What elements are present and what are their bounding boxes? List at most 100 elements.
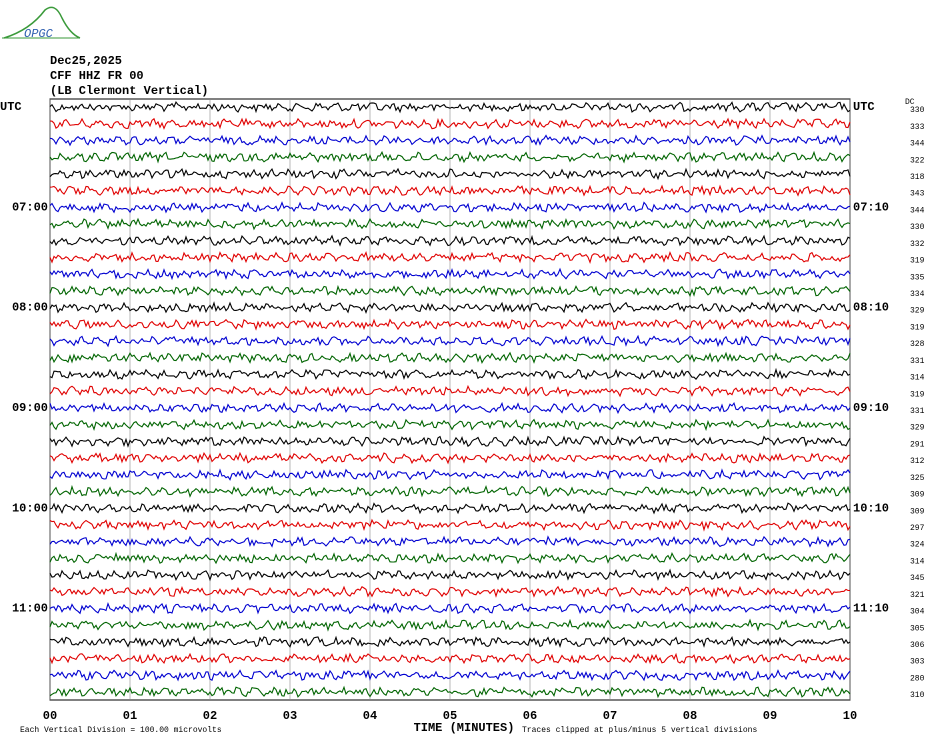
dc-value: 345 [910, 574, 925, 583]
trace [49, 602, 851, 615]
right-time-label: UTC [853, 100, 875, 114]
dc-value: 343 [910, 190, 925, 199]
dc-value: 319 [910, 390, 925, 399]
date: Dec25,2025 [50, 54, 122, 68]
dc-value: 344 [910, 206, 925, 215]
trace [49, 502, 851, 515]
dc-value: 329 [910, 424, 925, 433]
trace [49, 401, 851, 415]
trace [49, 635, 851, 648]
dc-value: 332 [910, 240, 925, 249]
right-time-label: 10:10 [853, 501, 889, 515]
trace [49, 685, 851, 699]
dc-value: 306 [910, 641, 925, 650]
dc-value: 325 [910, 474, 925, 483]
trace [49, 618, 851, 632]
trace [49, 184, 851, 197]
trace [49, 134, 851, 147]
dc-value: 333 [910, 123, 925, 132]
trace [49, 201, 851, 214]
x-tick-label: 02 [203, 709, 217, 723]
left-time-label: 08:00 [12, 301, 48, 315]
left-time-label: 09:00 [12, 401, 48, 415]
dc-value: 314 [910, 557, 925, 566]
trace [49, 167, 851, 181]
trace [49, 117, 851, 130]
dc-value: 330 [910, 106, 925, 115]
trace [49, 384, 851, 398]
trace [49, 484, 851, 498]
dc-value: 280 [910, 674, 925, 683]
dc-value: 330 [910, 223, 925, 232]
dc-value: 310 [910, 691, 925, 700]
dc-value: 297 [910, 524, 925, 533]
trace [49, 652, 851, 665]
trace [49, 301, 851, 314]
trace [49, 367, 851, 381]
trace [49, 334, 851, 348]
x-tick-label: 04 [363, 709, 377, 723]
dc-value: 321 [910, 591, 925, 600]
trace [49, 669, 851, 682]
trace [49, 351, 851, 364]
location: (LB Clermont Vertical) [50, 84, 208, 98]
dc-value: 309 [910, 491, 925, 500]
dc-value: 309 [910, 507, 925, 516]
trace [49, 518, 851, 532]
left-time-label: 07:00 [12, 200, 48, 214]
left-time-label: 11:00 [12, 602, 48, 616]
left-time-label: UTC [0, 100, 22, 114]
right-time-label: 08:10 [853, 301, 889, 315]
trace [49, 435, 851, 448]
dc-value: 328 [910, 340, 925, 349]
left-time-label: 10:00 [12, 501, 48, 515]
clip-note: Traces clipped at plus/minus 5 vertical … [522, 726, 757, 735]
logo-curve [3, 6, 81, 39]
trace [49, 451, 851, 465]
x-tick-label: 06 [523, 709, 537, 723]
trace [49, 468, 851, 481]
trace [49, 418, 851, 432]
dc-value: 334 [910, 290, 925, 299]
dc-value: 303 [910, 658, 925, 667]
dc-value: 314 [910, 374, 925, 383]
trace [49, 318, 851, 331]
dc-value: 319 [910, 257, 925, 266]
right-time-label: 11:10 [853, 602, 889, 616]
x-tick-label: 00 [43, 709, 57, 723]
dc-value: 335 [910, 273, 925, 282]
dc-header: DC [905, 98, 915, 107]
trace [49, 551, 851, 565]
x-tick-label: 05 [443, 709, 457, 723]
dc-value: 291 [910, 440, 925, 449]
dc-value: 331 [910, 407, 925, 416]
trace [49, 150, 851, 164]
scale-note: Each Vertical Division = 100.00 microvol… [20, 726, 222, 735]
x-tick-label: 10 [843, 709, 857, 723]
trace [49, 267, 851, 281]
trace [49, 217, 851, 231]
x-tick-label: 01 [123, 709, 137, 723]
dc-value: 312 [910, 457, 925, 466]
dc-value: 329 [910, 307, 925, 316]
x-axis-title: TIME (MINUTES) [414, 721, 515, 735]
dc-value: 324 [910, 541, 925, 550]
station: CFF HHZ FR 00 [50, 69, 144, 83]
x-tick-label: 07 [603, 709, 617, 723]
dc-value: 304 [910, 608, 925, 617]
trace [49, 284, 851, 298]
x-tick-label: 03 [283, 709, 297, 723]
x-tick-label: 08 [683, 709, 697, 723]
trace [49, 234, 851, 247]
trace [49, 101, 851, 114]
x-tick-label: 09 [763, 709, 777, 723]
trace [49, 568, 851, 582]
logo-text: OPGC [24, 27, 54, 41]
dc-value: 305 [910, 624, 925, 633]
trace [49, 535, 851, 548]
right-time-label: 07:10 [853, 200, 889, 214]
dc-value: 318 [910, 173, 925, 182]
dc-value: 344 [910, 140, 925, 149]
